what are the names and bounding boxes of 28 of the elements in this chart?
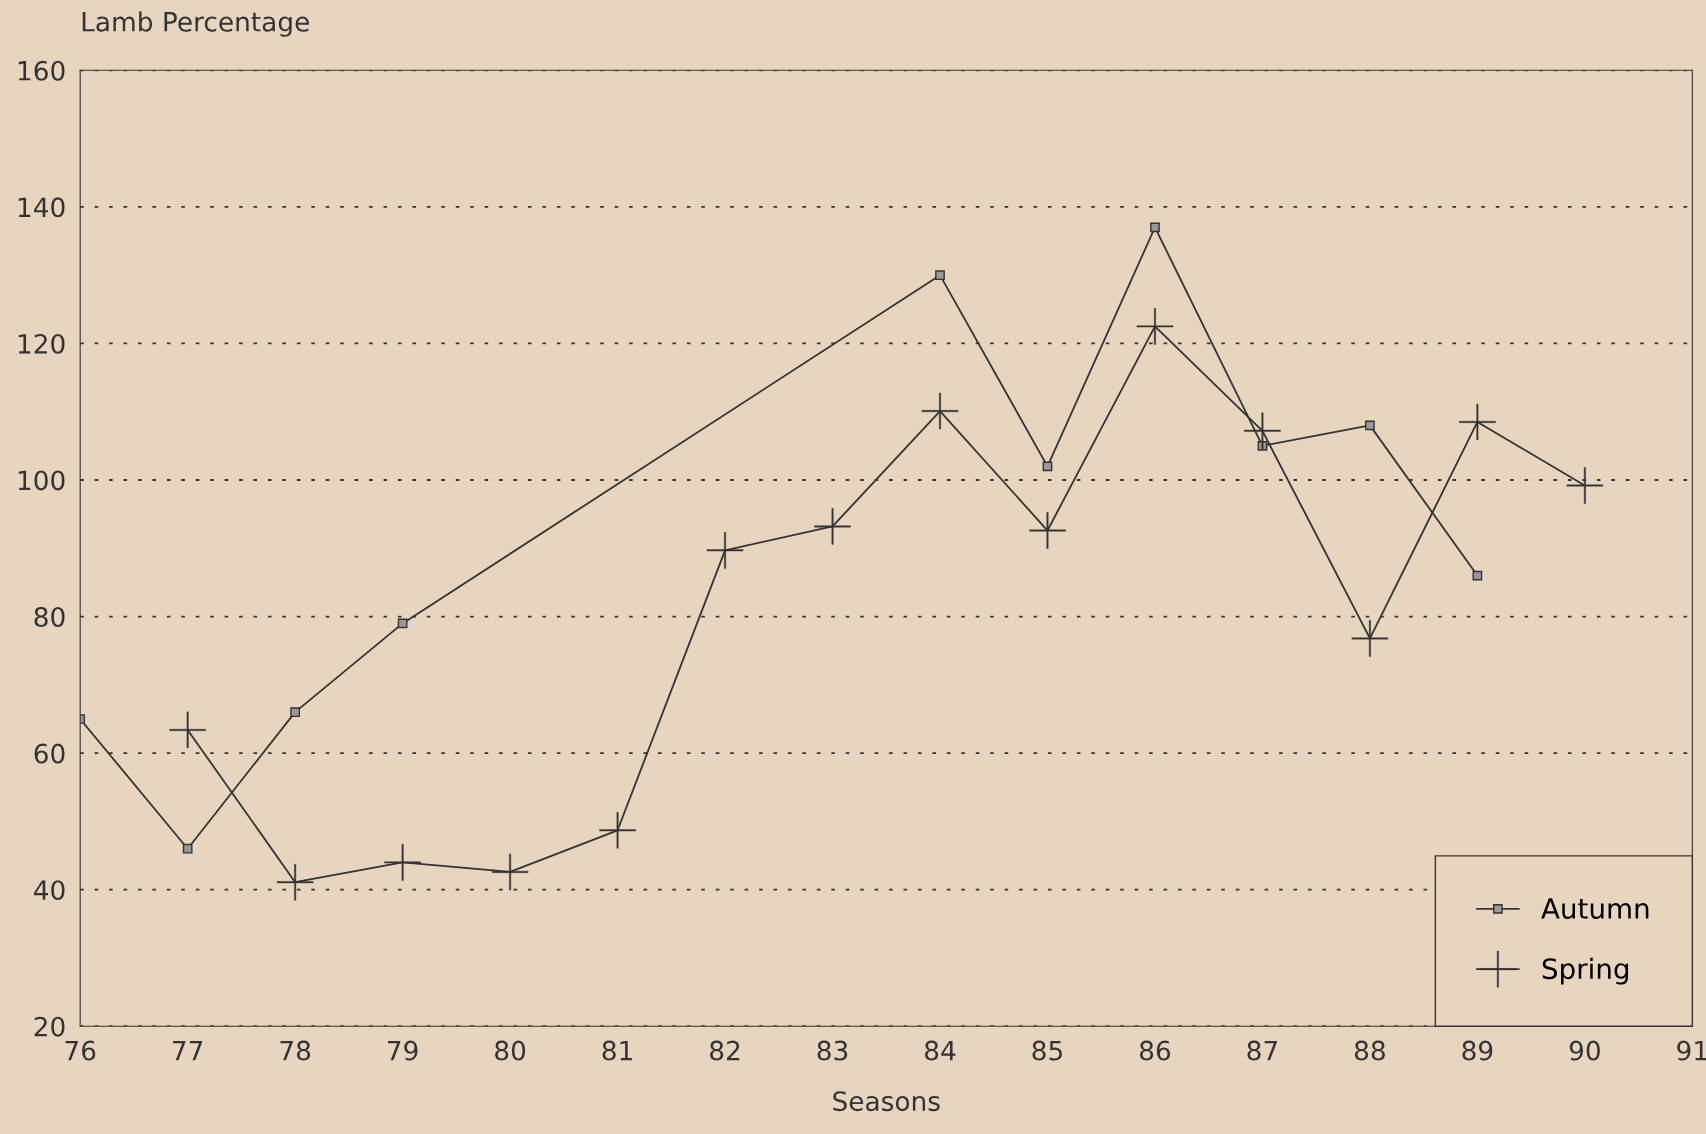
x-tick-label: 86 [1139,1040,1171,1061]
x-tick-label: 85 [1032,1040,1062,1061]
x-tick-label: 77 [173,1040,203,1061]
legend-label: Spring [1542,957,1629,985]
x-tick-label: 90 [1569,1040,1600,1061]
y-tick-label: 100 [18,470,65,491]
x-tick-label: 91 [1677,1040,1706,1061]
x-tick-label: 89 [1462,1040,1493,1061]
y-axis-title: Lamb Percentage [82,11,309,37]
y-tick-label: 120 [18,333,65,354]
y-tick-label: 160 [18,60,65,81]
x-tick-label: 80 [495,1040,526,1061]
legend-label: Autumn [1541,898,1649,919]
x-tick-label: 83 [817,1040,848,1061]
x-tick-label: 82 [710,1040,740,1061]
y-tick-label: 40 [34,880,65,901]
y-tick-label: 60 [34,743,65,764]
x-tick-label: 81 [602,1040,632,1061]
x-tick-label: 78 [280,1040,311,1061]
x-axis-title: Seasons [833,1091,940,1112]
x-tick-label: 79 [387,1040,418,1061]
x-tick-label: 76 [65,1040,96,1061]
x-tick-label: 88 [1354,1040,1385,1061]
y-tick-label: 80 [34,607,65,627]
y-tick-label: 140 [18,197,65,218]
x-tick-label: 87 [1247,1040,1277,1061]
x-tick-label: 84 [925,1040,956,1061]
y-tick-label: 20 [34,1016,65,1037]
